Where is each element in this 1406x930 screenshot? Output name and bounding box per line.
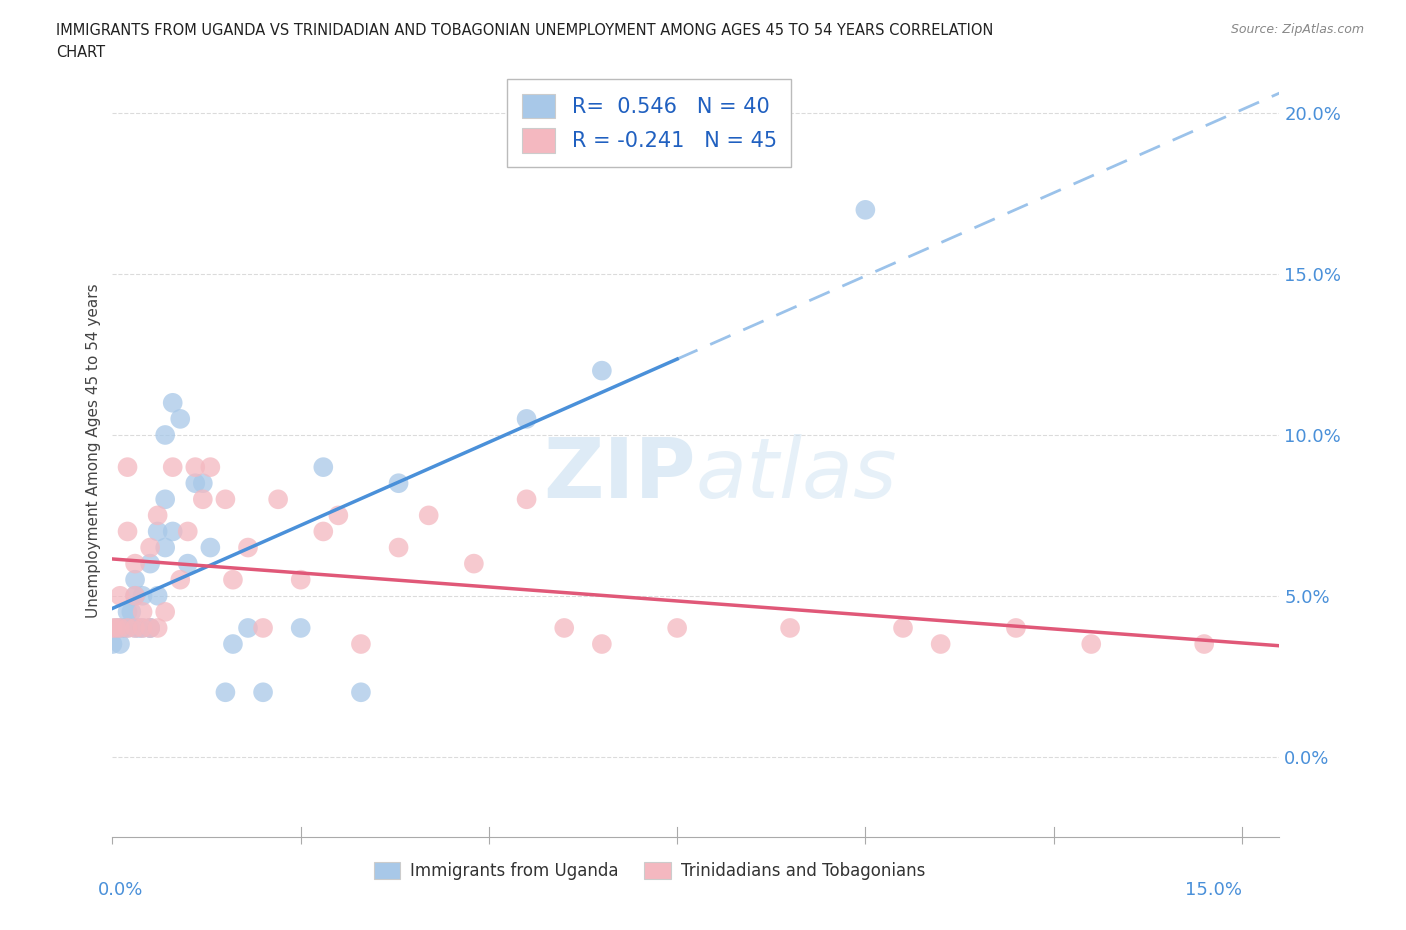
Point	[146, 620, 169, 635]
Point	[200, 459, 222, 474]
Point	[929, 636, 952, 651]
Point	[418, 508, 440, 523]
Point	[267, 492, 290, 507]
Point	[236, 620, 259, 635]
Point	[252, 684, 274, 699]
Point	[891, 620, 914, 635]
Point	[1192, 636, 1215, 651]
Point	[139, 620, 162, 635]
Point	[252, 620, 274, 635]
Point	[162, 395, 184, 410]
Point	[191, 492, 214, 507]
Point	[124, 589, 146, 604]
Point	[153, 492, 176, 507]
Legend: Immigrants from Uganda, Trinidadians and Tobagonians: Immigrants from Uganda, Trinidadians and…	[367, 855, 932, 886]
Point	[222, 636, 245, 651]
Point	[516, 411, 538, 426]
Point	[101, 636, 124, 651]
Point	[214, 492, 236, 507]
Point	[191, 476, 214, 491]
Point	[328, 508, 350, 523]
Point	[124, 556, 146, 571]
Point	[117, 604, 139, 619]
Point	[853, 203, 876, 218]
Point	[290, 620, 312, 635]
Y-axis label: Unemployment Among Ages 45 to 54 years: Unemployment Among Ages 45 to 54 years	[86, 284, 101, 618]
Text: atlas: atlas	[696, 433, 897, 514]
Point	[124, 572, 146, 587]
Point	[387, 476, 409, 491]
Point	[146, 589, 169, 604]
Point	[177, 556, 200, 571]
Point	[214, 684, 236, 699]
Point	[108, 589, 131, 604]
Point	[153, 428, 176, 443]
Point	[105, 620, 128, 635]
Point	[105, 620, 128, 635]
Point	[184, 476, 207, 491]
Text: 0.0%: 0.0%	[97, 881, 143, 899]
Point	[124, 620, 146, 635]
Point	[146, 524, 169, 538]
Point	[139, 556, 162, 571]
Point	[312, 524, 335, 538]
Text: IMMIGRANTS FROM UGANDA VS TRINIDADIAN AND TOBAGONIAN UNEMPLOYMENT AMONG AGES 45 : IMMIGRANTS FROM UGANDA VS TRINIDADIAN AN…	[56, 23, 994, 38]
Point	[1080, 636, 1102, 651]
Point	[290, 572, 312, 587]
Point	[131, 604, 153, 619]
Text: 15.0%: 15.0%	[1185, 881, 1241, 899]
Text: CHART: CHART	[56, 45, 105, 60]
Point	[779, 620, 801, 635]
Point	[108, 620, 131, 635]
Point	[177, 524, 200, 538]
Point	[387, 540, 409, 555]
Point	[120, 604, 142, 619]
Point	[128, 620, 150, 635]
Point	[139, 620, 162, 635]
Point	[139, 620, 162, 635]
Point	[162, 459, 184, 474]
Point	[108, 636, 131, 651]
Point	[146, 508, 169, 523]
Point	[117, 620, 139, 635]
Point	[131, 589, 153, 604]
Point	[117, 620, 139, 635]
Point	[131, 620, 153, 635]
Text: Source: ZipAtlas.com: Source: ZipAtlas.com	[1230, 23, 1364, 36]
Point	[153, 540, 176, 555]
Point	[124, 589, 146, 604]
Point	[350, 636, 373, 651]
Point	[591, 364, 613, 379]
Point	[463, 556, 485, 571]
Point	[553, 620, 575, 635]
Point	[184, 459, 207, 474]
Point	[131, 620, 153, 635]
Point	[124, 620, 146, 635]
Text: ZIP: ZIP	[544, 433, 696, 514]
Point	[153, 604, 176, 619]
Point	[591, 636, 613, 651]
Point	[200, 540, 222, 555]
Point	[222, 572, 245, 587]
Point	[312, 459, 335, 474]
Point	[169, 572, 191, 587]
Point	[117, 524, 139, 538]
Point	[117, 459, 139, 474]
Point	[108, 620, 131, 635]
Point	[236, 540, 259, 555]
Point	[139, 540, 162, 555]
Point	[101, 620, 124, 635]
Point	[162, 524, 184, 538]
Point	[169, 411, 191, 426]
Point	[350, 684, 373, 699]
Point	[112, 620, 135, 635]
Point	[666, 620, 689, 635]
Point	[516, 492, 538, 507]
Point	[1005, 620, 1028, 635]
